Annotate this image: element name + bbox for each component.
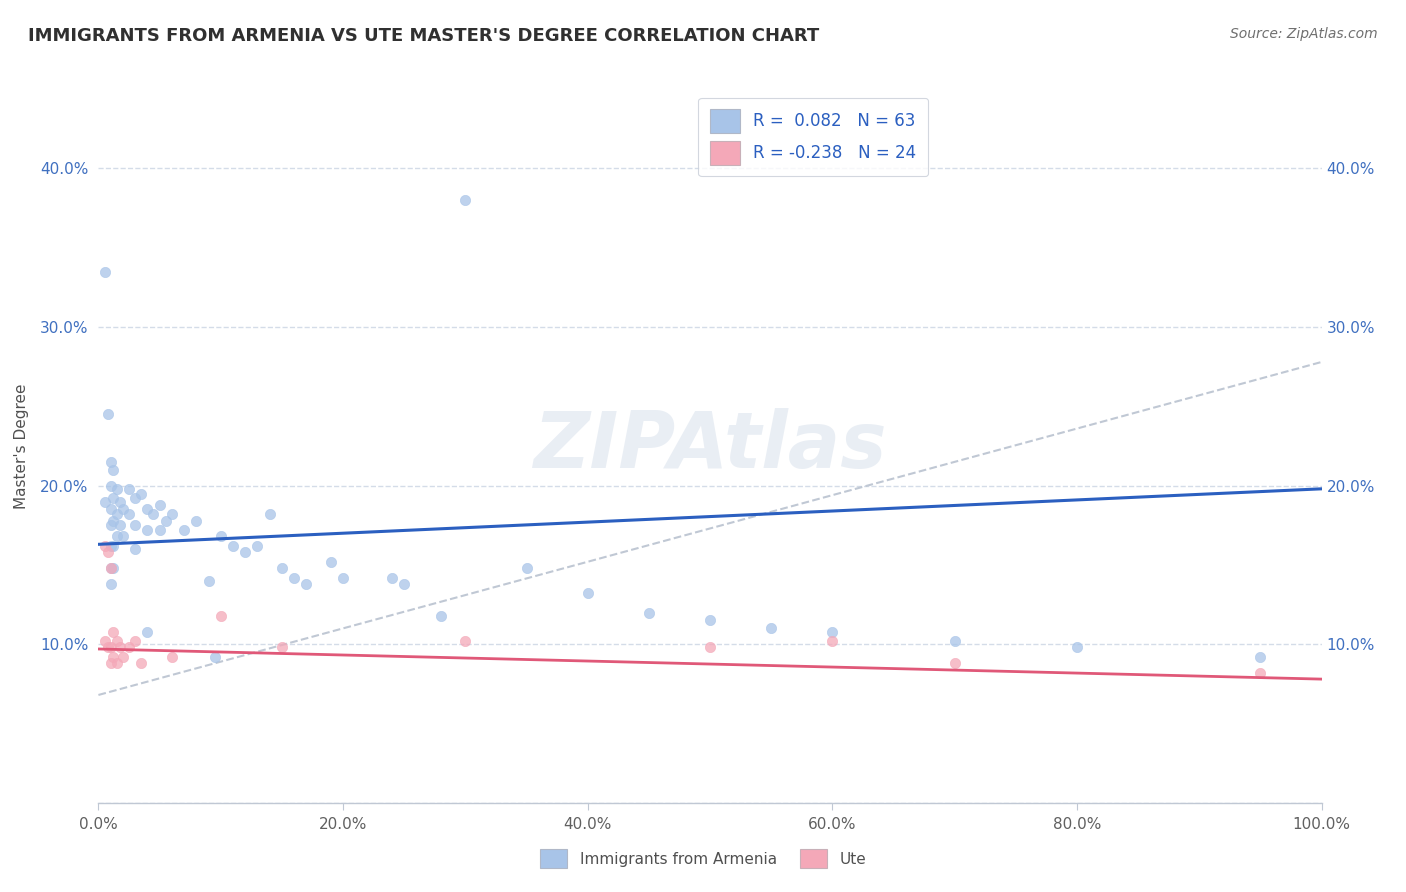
Point bbox=[821, 624, 844, 639]
Legend: Immigrants from Armenia, Ute: Immigrants from Armenia, Ute bbox=[533, 841, 873, 875]
Point bbox=[100, 502, 122, 516]
Point bbox=[430, 608, 453, 623]
Point bbox=[1249, 649, 1271, 664]
Point bbox=[1066, 640, 1088, 655]
Point bbox=[638, 606, 661, 620]
Point bbox=[105, 507, 128, 521]
Point bbox=[454, 193, 477, 207]
Point bbox=[699, 614, 721, 628]
Point bbox=[100, 657, 122, 671]
Point bbox=[136, 624, 159, 639]
Point bbox=[101, 539, 124, 553]
Point bbox=[197, 574, 219, 588]
Point bbox=[93, 264, 115, 278]
Point bbox=[100, 577, 122, 591]
Point bbox=[283, 571, 305, 585]
Point bbox=[118, 482, 141, 496]
Point bbox=[97, 545, 120, 559]
Point bbox=[821, 634, 844, 648]
Point bbox=[111, 529, 134, 543]
Text: ZIPAtlas: ZIPAtlas bbox=[533, 408, 887, 484]
Point bbox=[943, 657, 966, 671]
Y-axis label: Master's Degree: Master's Degree bbox=[14, 384, 30, 508]
Point bbox=[105, 657, 128, 671]
Point bbox=[93, 494, 115, 508]
Point bbox=[93, 539, 115, 553]
Point bbox=[101, 514, 124, 528]
Point bbox=[576, 586, 599, 600]
Point bbox=[149, 498, 172, 512]
Point bbox=[105, 634, 128, 648]
Point bbox=[93, 634, 115, 648]
Point bbox=[105, 482, 128, 496]
Point bbox=[124, 542, 146, 557]
Point bbox=[124, 634, 146, 648]
Point bbox=[699, 640, 721, 655]
Point bbox=[515, 561, 537, 575]
Text: Source: ZipAtlas.com: Source: ZipAtlas.com bbox=[1230, 27, 1378, 41]
Point bbox=[204, 649, 226, 664]
Point bbox=[100, 539, 122, 553]
Point bbox=[110, 640, 132, 655]
Point bbox=[259, 507, 281, 521]
Point bbox=[233, 545, 256, 559]
Text: IMMIGRANTS FROM ARMENIA VS UTE MASTER'S DEGREE CORRELATION CHART: IMMIGRANTS FROM ARMENIA VS UTE MASTER'S … bbox=[28, 27, 820, 45]
Point bbox=[111, 502, 134, 516]
Point bbox=[100, 518, 122, 533]
Point bbox=[110, 518, 132, 533]
Point bbox=[270, 561, 294, 575]
Point bbox=[129, 486, 152, 500]
Point bbox=[118, 507, 141, 521]
Point bbox=[118, 640, 141, 655]
Point bbox=[110, 494, 132, 508]
Point bbox=[160, 649, 183, 664]
Point bbox=[186, 514, 208, 528]
Point bbox=[381, 571, 404, 585]
Point bbox=[943, 634, 966, 648]
Point bbox=[209, 529, 232, 543]
Point bbox=[101, 624, 124, 639]
Point bbox=[136, 502, 159, 516]
Point bbox=[100, 455, 122, 469]
Point bbox=[97, 640, 120, 655]
Point bbox=[111, 649, 134, 664]
Point bbox=[142, 507, 165, 521]
Legend: R =  0.082   N = 63, R = -0.238   N = 24: R = 0.082 N = 63, R = -0.238 N = 24 bbox=[699, 97, 928, 177]
Point bbox=[392, 577, 416, 591]
Point bbox=[129, 657, 152, 671]
Point bbox=[101, 561, 124, 575]
Point bbox=[761, 621, 783, 635]
Point bbox=[124, 518, 146, 533]
Point bbox=[246, 539, 269, 553]
Point bbox=[97, 407, 120, 421]
Point bbox=[100, 561, 122, 575]
Point bbox=[173, 523, 195, 537]
Point bbox=[149, 523, 172, 537]
Point bbox=[1249, 665, 1271, 680]
Point bbox=[101, 649, 124, 664]
Point bbox=[105, 529, 128, 543]
Point bbox=[124, 491, 146, 506]
Point bbox=[101, 491, 124, 506]
Point bbox=[295, 577, 318, 591]
Point bbox=[100, 640, 122, 655]
Point bbox=[209, 608, 232, 623]
Point bbox=[332, 571, 354, 585]
Point bbox=[319, 555, 342, 569]
Point bbox=[100, 561, 122, 575]
Point bbox=[270, 640, 294, 655]
Point bbox=[101, 463, 124, 477]
Point bbox=[136, 523, 159, 537]
Point bbox=[155, 514, 177, 528]
Point bbox=[454, 634, 477, 648]
Point bbox=[100, 478, 122, 492]
Point bbox=[160, 507, 183, 521]
Point bbox=[222, 539, 245, 553]
